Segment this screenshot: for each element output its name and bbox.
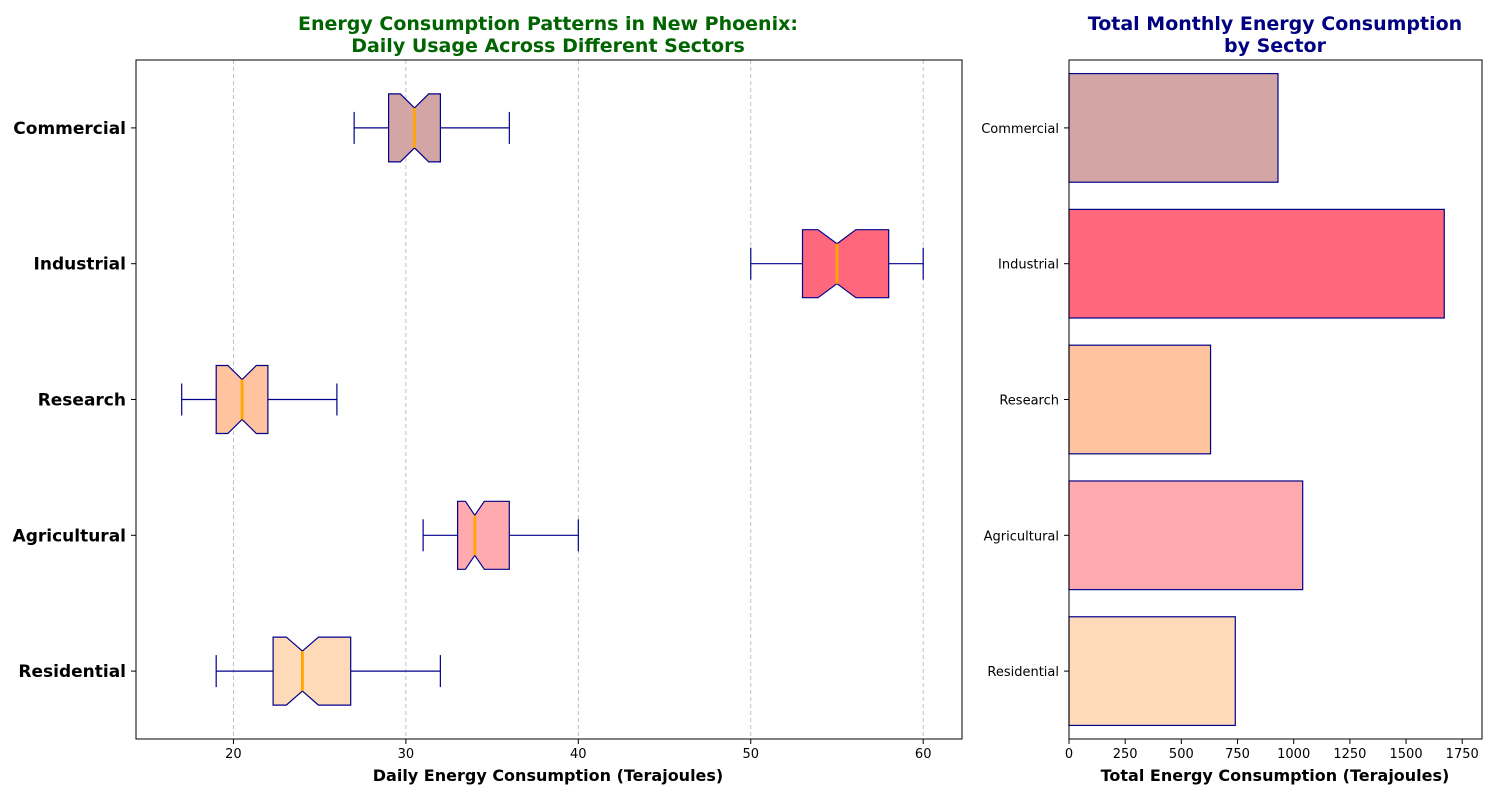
bar-x-tick-label: 750 [1225,747,1250,762]
box-chart-boxes [181,93,924,706]
box-body-agricultural [457,500,510,570]
bar-chart: Total Monthly Energy Consumption by Sect… [981,13,1483,785]
box-body-residential [272,636,352,706]
bar-x-tick-label: 250 [1113,747,1138,762]
box-chart-x-axis-label: Daily Energy Consumption (Terajoules) [373,766,724,785]
bar-agricultural [1068,480,1304,591]
bar-chart-x-axis-label: Total Energy Consumption (Terajoules) [1101,766,1450,785]
bar-chart-x-ticks: 0 250 500 750 1000 1250 1500 1750 [1065,739,1479,762]
bar-y-tick-label-research: Research [999,394,1059,409]
bar-chart-y-ticks: Residential Agricultural Research Industria… [981,122,1069,680]
box-chart-title-line1: Energy Consumption Patterns in New Phoen… [298,13,798,35]
bar-chart-bars [1068,72,1445,727]
bar-y-tick-label-industrial: Industrial [998,258,1059,273]
bar-residential [1068,616,1236,727]
box-chart-x-ticks: 20 30 40 50 60 [225,739,931,762]
box-y-tick-label-research: Research [38,391,126,411]
box-x-tick-label: 20 [225,747,242,762]
box-industrial [750,229,924,299]
box-x-tick-label: 50 [742,747,759,762]
box-commercial [353,93,510,163]
box-x-tick-label: 40 [570,747,587,762]
bar-y-tick-label-agricultural: Agricultural [984,529,1059,544]
box-plot-chart: Energy Consumption Patterns in New Phoen… [13,13,963,785]
box-chart-y-ticks: Residential Agricultural Research Industria… [13,119,136,682]
bar-chart-title-line2: by Sector [1224,35,1327,57]
box-y-tick-label-industrial: Industrial [34,255,126,275]
bar-x-tick-label: 1500 [1390,747,1423,762]
bar-x-tick-label: 1000 [1277,747,1310,762]
bar-x-tick-label: 0 [1065,747,1073,762]
box-body-industrial [801,229,890,299]
box-agricultural [422,500,579,570]
box-residential [215,636,441,706]
box-y-tick-label-agricultural: Agricultural [13,526,126,546]
bar-y-tick-label-residential: Residential [987,665,1059,680]
bar-x-tick-label: 1250 [1333,747,1366,762]
box-chart-title-line2: Daily Usage Across Different Sectors [351,35,745,57]
bar-x-tick-label: 500 [1169,747,1194,762]
bar-research [1068,344,1212,455]
box-research [181,364,338,435]
box-x-tick-label: 30 [398,747,415,762]
bar-commercial [1068,72,1279,183]
box-y-tick-label-residential: Residential [18,662,126,682]
bar-industrial [1068,208,1445,319]
box-x-tick-label: 60 [915,747,932,762]
box-y-tick-label-commercial: Commercial [13,119,126,139]
bar-y-tick-label-commercial: Commercial [981,122,1059,137]
bar-chart-title-line1: Total Monthly Energy Consumption [1088,13,1462,35]
bar-x-tick-label: 1750 [1446,747,1479,762]
